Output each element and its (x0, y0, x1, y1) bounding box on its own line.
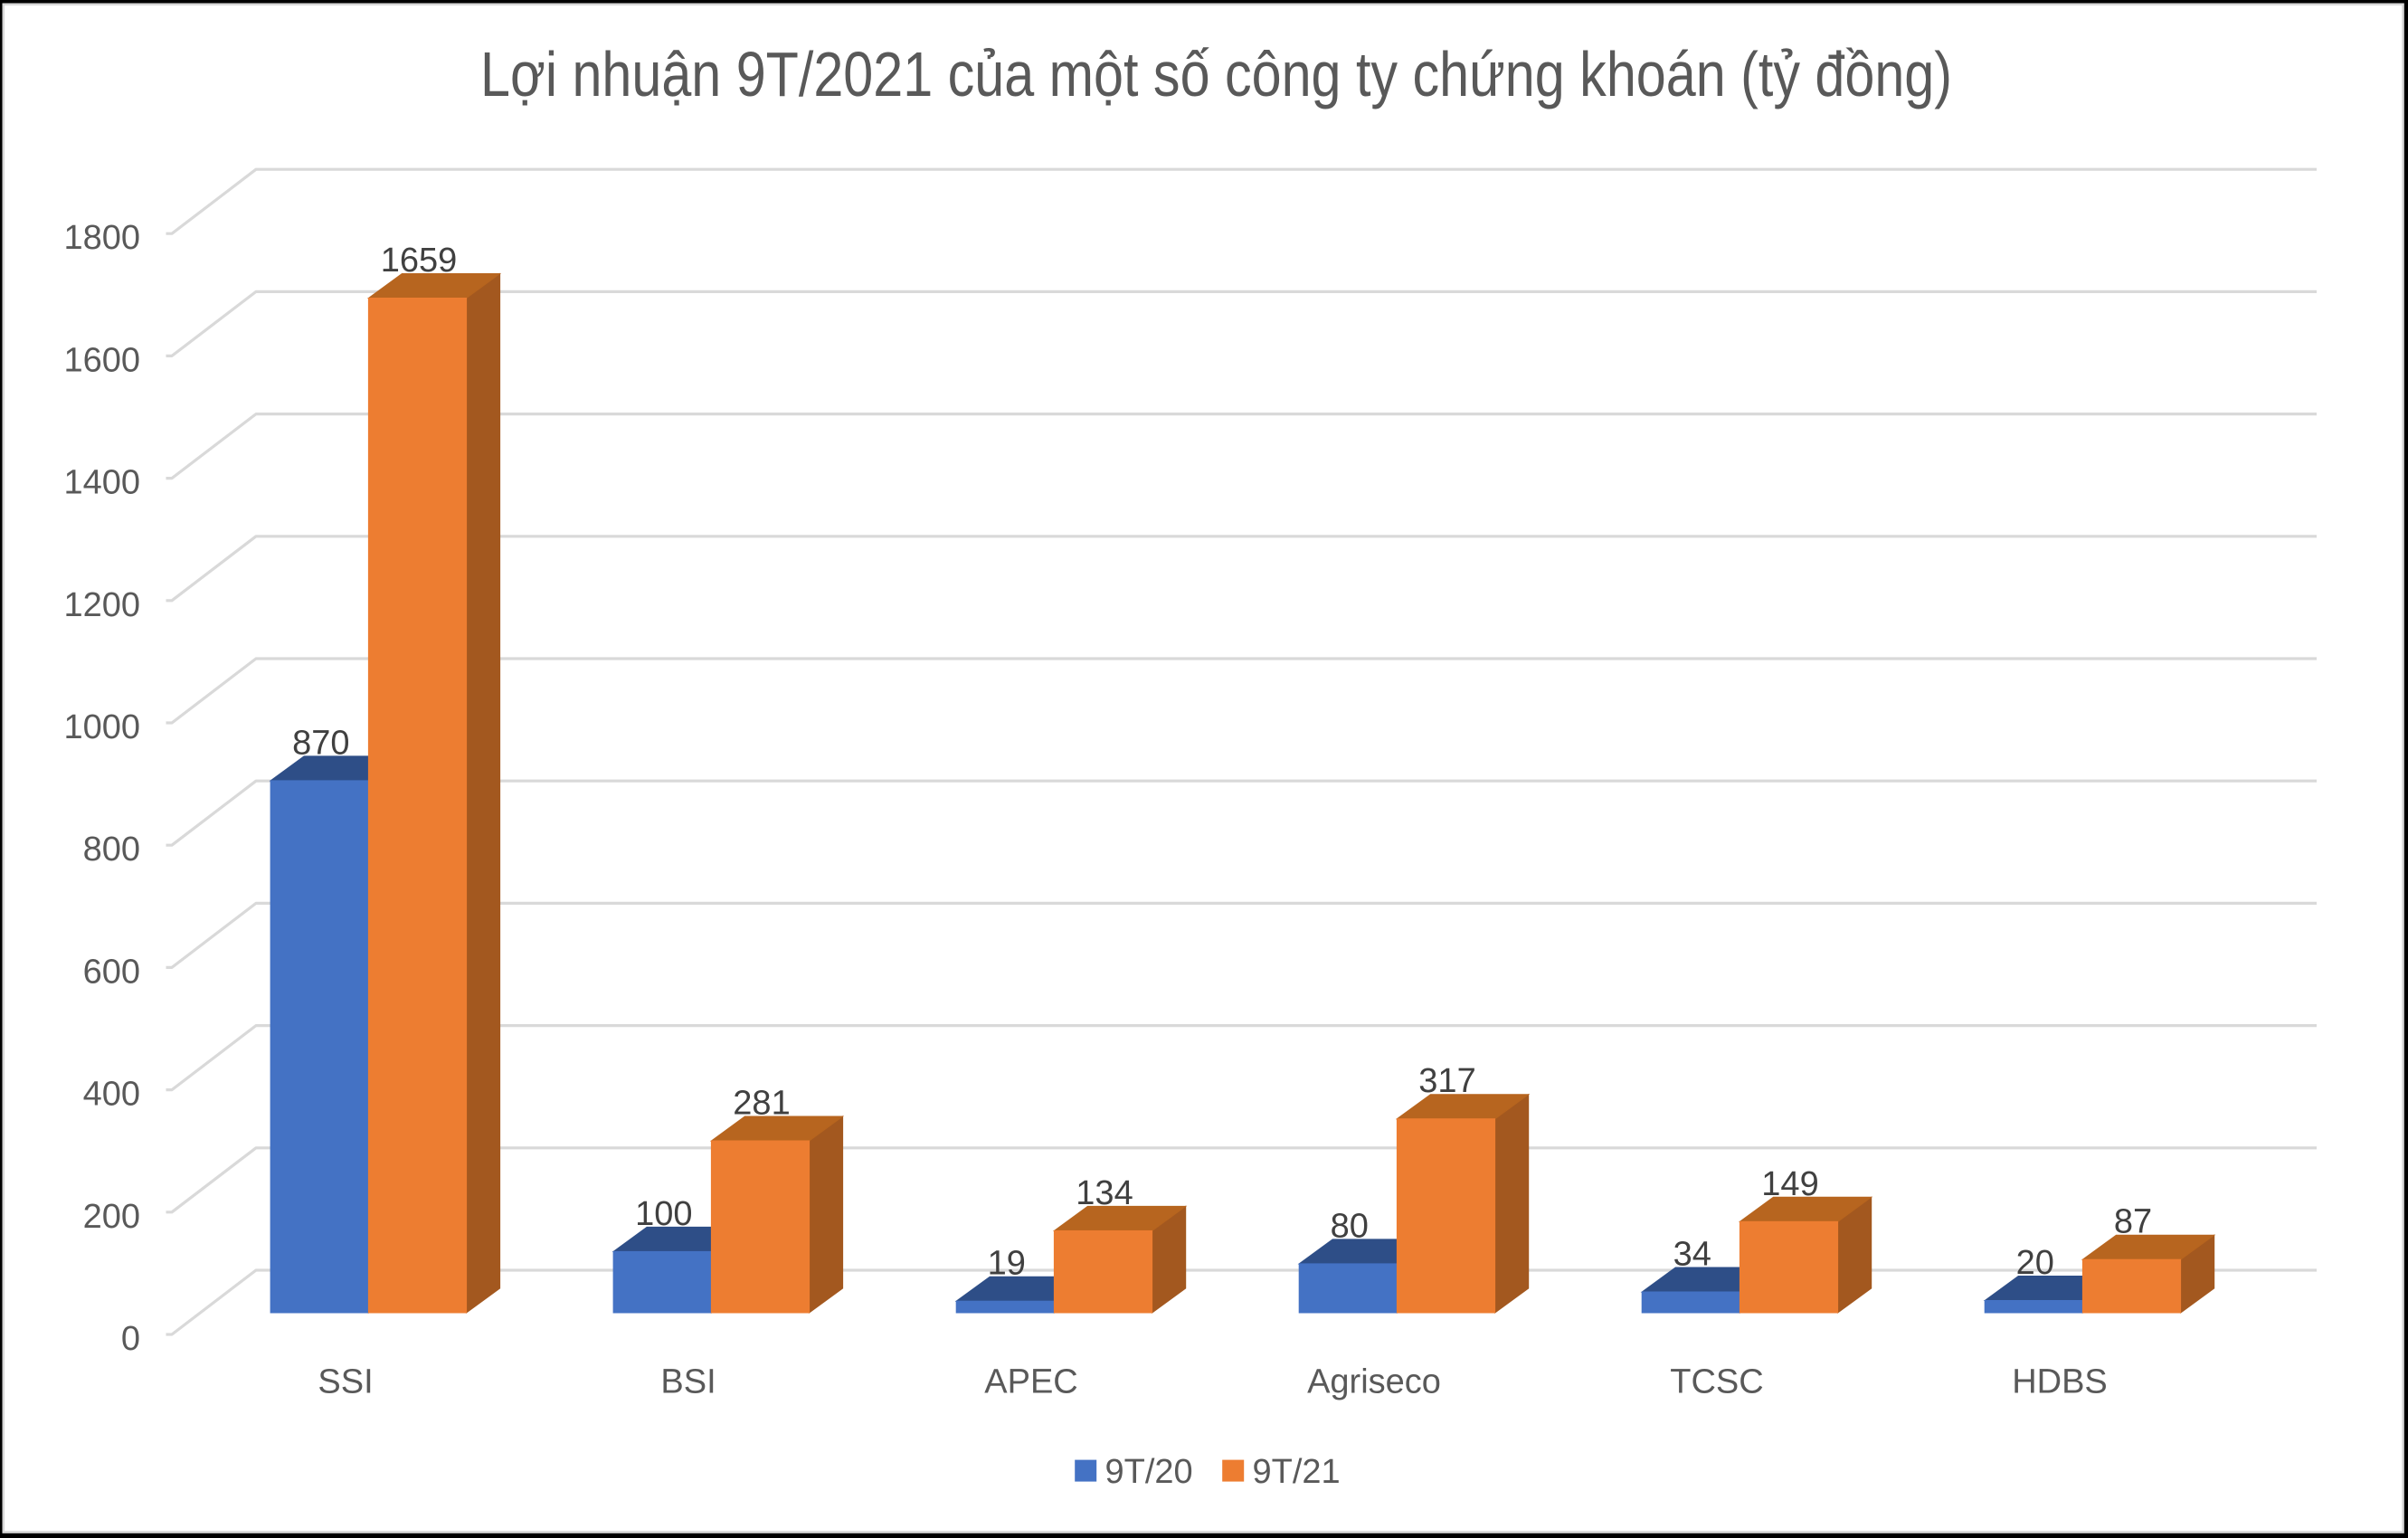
svg-text:HDBS: HDBS (2012, 1363, 2108, 1401)
svg-text:20: 20 (2016, 1244, 2054, 1282)
svg-text:100: 100 (635, 1195, 692, 1233)
svg-text:1600: 1600 (63, 341, 140, 379)
svg-text:317: 317 (1418, 1062, 1475, 1100)
svg-text:BSI: BSI (660, 1363, 716, 1401)
svg-text:134: 134 (1076, 1174, 1133, 1212)
svg-text:APEC: APEC (984, 1363, 1077, 1401)
svg-text:1000: 1000 (63, 708, 140, 746)
svg-text:400: 400 (83, 1076, 140, 1114)
svg-text:34: 34 (1673, 1236, 1711, 1274)
svg-text:Lợi nhuận 9T/2021 của một số c: Lợi nhuận 9T/2021 của một số công ty chứ… (480, 39, 1952, 109)
svg-text:SSI: SSI (318, 1363, 373, 1401)
svg-text:1800: 1800 (63, 219, 140, 257)
svg-text:TCSC: TCSC (1670, 1363, 1763, 1401)
svg-text:281: 281 (733, 1085, 790, 1123)
svg-text:600: 600 (83, 953, 140, 991)
svg-text:1200: 1200 (63, 586, 140, 624)
svg-text:19: 19 (988, 1245, 1026, 1283)
svg-text:149: 149 (1761, 1165, 1818, 1203)
svg-text:9T/21: 9T/21 (1253, 1453, 1341, 1491)
svg-text:1659: 1659 (381, 242, 458, 280)
svg-text:9T/20: 9T/20 (1105, 1453, 1193, 1491)
svg-text:800: 800 (83, 831, 140, 869)
svg-text:870: 870 (292, 724, 349, 762)
svg-text:1400: 1400 (63, 464, 140, 502)
svg-text:0: 0 (121, 1320, 140, 1358)
svg-text:87: 87 (2114, 1203, 2152, 1241)
svg-text:Agriseco: Agriseco (1307, 1363, 1441, 1401)
svg-text:80: 80 (1331, 1207, 1369, 1245)
svg-text:200: 200 (83, 1198, 140, 1236)
